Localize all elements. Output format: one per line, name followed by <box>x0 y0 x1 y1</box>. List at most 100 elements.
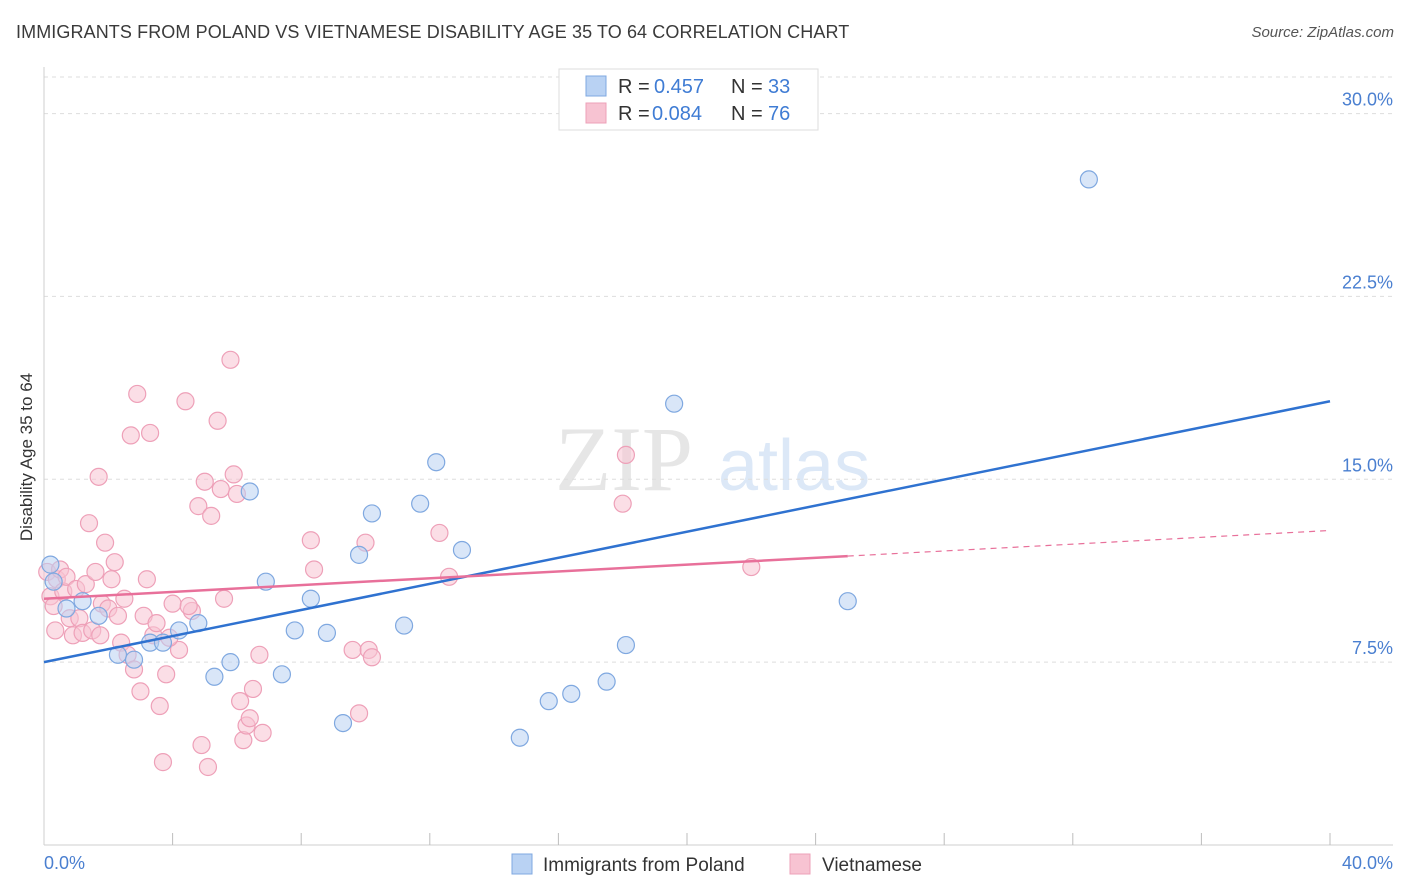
vietnamese-point <box>46 621 65 640</box>
vietnamese-point <box>115 589 134 608</box>
poland-point <box>452 540 472 560</box>
vietnamese-point <box>140 423 160 443</box>
vietnamese-point <box>250 645 269 664</box>
poland-point <box>89 606 108 625</box>
legend-n-value-1: 33 <box>768 76 790 98</box>
y-tick-label: 15.0% <box>1342 455 1393 475</box>
vietnamese-point <box>211 479 230 499</box>
vietnamese-point <box>108 606 128 625</box>
poland-point <box>411 494 430 513</box>
gridlines <box>44 76 1393 663</box>
vietnamese-point <box>231 692 250 711</box>
legend-n-label-1: N = <box>731 76 763 98</box>
vietnamese-point <box>79 514 99 533</box>
poland-point <box>44 572 63 591</box>
poland-point <box>616 635 636 655</box>
poland-point <box>349 545 369 564</box>
vietnamese-point <box>349 704 369 723</box>
poland-point <box>362 504 382 523</box>
vietnamese-point <box>616 445 636 465</box>
poland-point <box>240 482 259 501</box>
poland-point <box>838 592 857 611</box>
vietnamese-point <box>147 614 166 633</box>
vietnamese-point <box>192 735 211 755</box>
legend-r-label-2: R = <box>618 103 650 125</box>
y-axis-label: Disability Age 35 to 64 <box>17 373 36 541</box>
legend-n-value-2: 76 <box>768 103 790 125</box>
poland-points <box>41 170 1098 747</box>
vietnamese-point <box>102 570 121 589</box>
vietnamese-point <box>153 753 173 772</box>
vietnamese-point <box>86 562 105 582</box>
legend-r-value-2: 0.084 <box>652 103 702 125</box>
vietnamese-point <box>243 679 263 699</box>
legend-swatch-vietnamese <box>585 102 607 124</box>
axes <box>43 67 1393 846</box>
vietnamese-point <box>163 594 182 613</box>
source-label: Source: ZipAtlas.com <box>1251 24 1394 41</box>
vietnamese-point <box>198 757 218 777</box>
poland-point <box>285 621 304 640</box>
vietnamese-point <box>742 557 761 577</box>
vietnamese-point <box>362 648 382 667</box>
vietnamese-point <box>195 472 214 491</box>
vietnamese-point <box>131 682 150 701</box>
poland-point <box>57 599 76 618</box>
vietnamese-point <box>214 589 234 608</box>
poland-point <box>301 589 320 608</box>
legend-swatch-poland <box>585 75 607 97</box>
vietnamese-point <box>150 696 169 716</box>
vietnamese-point <box>189 497 208 516</box>
legend-r-value-1: 0.457 <box>654 76 704 98</box>
vietnamese-point <box>95 533 115 552</box>
vietnamese-point <box>253 723 272 742</box>
vietnamese-point <box>128 384 147 404</box>
poland-point <box>124 650 144 669</box>
y-tick-labels: 7.5% 15.0% 22.5% 30.0% <box>1342 90 1393 659</box>
x-tick-max: 40.0% <box>1342 853 1393 873</box>
vietnamese-point <box>240 709 259 728</box>
watermark-atlas: atlas <box>718 426 870 506</box>
vietnamese-point <box>121 426 140 445</box>
vietnamese-point <box>208 411 227 430</box>
poland-point <box>221 653 240 672</box>
poland-point <box>333 713 353 733</box>
vietnamese-point <box>202 506 221 525</box>
bottom-legend: Immigrants from Poland Vietnamese <box>511 853 922 876</box>
vietnamese-point <box>89 467 108 486</box>
poland-point <box>562 684 581 703</box>
poland-point <box>205 667 224 686</box>
y-tick-label: 30.0% <box>1342 90 1393 110</box>
bottom-legend-label-poland: Immigrants from Poland <box>543 855 745 876</box>
bottom-legend-label-vietnamese: Vietnamese <box>822 855 922 876</box>
bottom-legend-swatch-poland <box>511 853 533 875</box>
vietnamese-point <box>224 465 243 484</box>
poland-point <box>272 665 292 684</box>
vietnamese-point <box>613 494 632 513</box>
vietnamese-point <box>343 640 362 660</box>
legend-n-label-2: N = <box>731 103 763 125</box>
vietnamese-point <box>179 596 198 616</box>
vietnamese-point <box>91 626 110 645</box>
vietnamese-point <box>221 350 240 369</box>
poland-point <box>317 623 337 642</box>
poland-point <box>539 692 558 711</box>
poland-point <box>427 453 446 472</box>
vietnamese-point <box>304 560 324 579</box>
poland-trend-line <box>43 400 1331 664</box>
vietnamese-point <box>105 553 124 572</box>
poland-point <box>41 555 60 574</box>
poland-point <box>510 728 529 747</box>
legend: R = 0.457 N = 33 R = 0.084 N = 76 <box>558 68 819 131</box>
vietnamese-point <box>301 531 320 550</box>
vietnamese-point <box>430 523 449 543</box>
poland-point <box>597 672 616 691</box>
vietnamese-point <box>76 575 95 594</box>
trend-lines <box>43 400 1331 664</box>
vietnamese-point <box>176 392 195 411</box>
chart-title: IMMIGRANTS FROM POLAND VS VIETNAMESE DIS… <box>16 22 850 42</box>
poland-point <box>1079 170 1098 189</box>
legend-r-label-1: R = <box>618 76 650 98</box>
y-tick-label: 22.5% <box>1342 272 1393 292</box>
